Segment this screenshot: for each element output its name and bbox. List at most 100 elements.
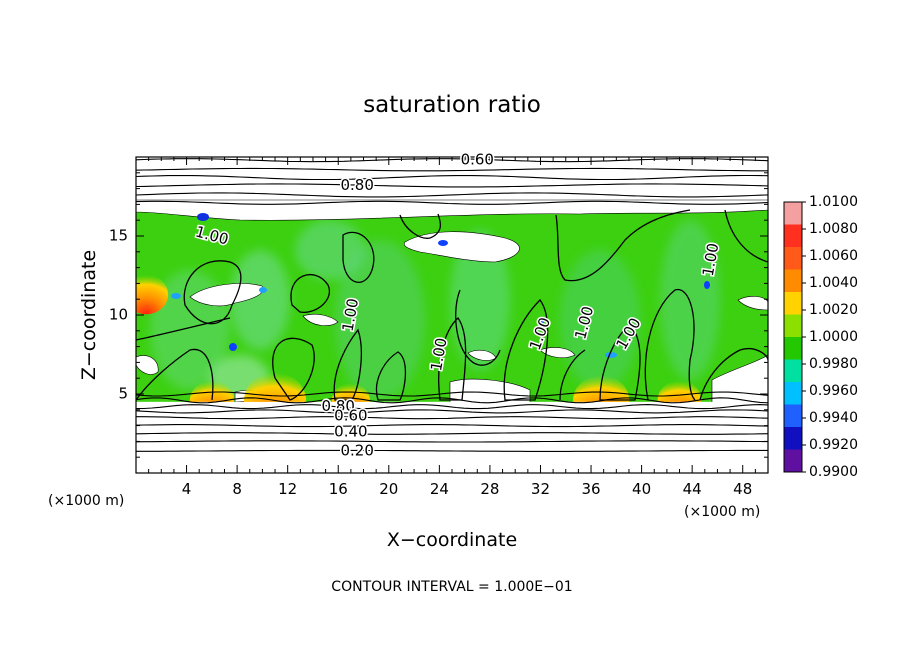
contour-line-1.00 (290, 274, 331, 313)
unsaturated-region (189, 283, 264, 307)
contour-line-1.00 (375, 351, 407, 401)
contour-line-1.00 (136, 348, 214, 401)
colorbar-label: 1.0060 (809, 248, 858, 264)
contour-line-1.00 (559, 349, 586, 401)
x-tick-label: 4 (182, 480, 192, 498)
contour-line (136, 183, 768, 188)
field-patch (295, 220, 365, 280)
field-patch (450, 230, 510, 370)
colorbar-swatch (784, 202, 802, 225)
unsaturated-region (136, 355, 159, 375)
contour-line-1.00 (555, 209, 691, 282)
y-tick-label: 15 (109, 227, 128, 245)
contour-line (136, 167, 768, 172)
subsaturated-patch (538, 319, 544, 325)
colorbar-swatch (784, 427, 802, 450)
x-tick-label: 28 (480, 480, 499, 498)
colorbar-swatch (784, 269, 802, 292)
contour-line (136, 449, 768, 452)
x-tick-label: 32 (531, 480, 550, 498)
colorbar-label: 1.0100 (809, 194, 858, 210)
colorbar-swatch (784, 337, 802, 360)
colorbar-swatch (784, 224, 802, 247)
unsaturated-region (403, 231, 520, 263)
chart-title: saturation ratio (363, 92, 541, 118)
contour-label: 0.40 (334, 422, 367, 440)
colorbar-swatch (784, 247, 802, 270)
colorbar-label: 1.0000 (809, 329, 858, 345)
subsaturated-patch (197, 213, 209, 221)
contour-line-1.00 (399, 213, 442, 239)
y-tick-label: 5 (118, 385, 128, 403)
colorbar-swatch (784, 314, 802, 337)
y-axis-label: Z−coordinate (78, 250, 100, 380)
contour-line-1.00 (272, 337, 315, 401)
subsaturated-patch (704, 281, 710, 289)
x-tick-label: 40 (632, 480, 651, 498)
contour-line-1.00 (455, 289, 501, 366)
contour-line-1.00 (724, 209, 768, 263)
contour-line (136, 404, 768, 410)
unsaturated-region (539, 347, 576, 359)
contour-line (136, 192, 768, 198)
contour-line-1.00 (333, 328, 362, 401)
contour-line (136, 391, 768, 397)
field-patch (660, 220, 720, 380)
colorbar-label: 0.9940 (809, 410, 858, 426)
x-tick-label: 20 (379, 480, 398, 498)
field-patch (230, 250, 290, 350)
contour-label: 0.60 (334, 407, 367, 425)
x-tick-label: 36 (581, 480, 600, 498)
colorbar-swatch (784, 292, 802, 315)
x-tick-label: 24 (430, 480, 449, 498)
colorbar-label: 1.0020 (809, 302, 858, 318)
contour-label: 0.20 (340, 441, 373, 459)
contour-line-1.00 (699, 348, 768, 401)
contour-line-1.00 (503, 299, 549, 401)
contour-interval-note: CONTOUR INTERVAL = 1.000E−01 (331, 579, 572, 595)
contour-label: 1.00 (427, 336, 451, 372)
subsaturated-patch (259, 287, 267, 293)
x-axis-label: X−coordinate (387, 529, 517, 551)
contour-line-1.00 (599, 324, 641, 401)
contour-line (136, 416, 768, 420)
unsaturated-region (737, 296, 768, 311)
colorbar: 1.0100 1.0080 1.0060 1.0040 1.0020 1.0000 0.99… (783, 194, 858, 480)
colorbar-label: 1.0040 (809, 275, 858, 291)
field-patch (335, 240, 425, 400)
unsaturated-region (302, 313, 339, 326)
subsaturated-patch (229, 343, 237, 351)
contour-line (136, 440, 768, 443)
contour-line-1.00 (438, 317, 467, 401)
field-patch (560, 250, 640, 390)
colorbar-label: 0.9920 (809, 437, 858, 453)
subsaturated-patch (438, 240, 448, 246)
x-tick-label: 44 (683, 480, 702, 498)
contour-line-1.00 (183, 260, 242, 325)
x-tick-label: 8 (232, 480, 242, 498)
x-tick-label: 48 (733, 480, 752, 498)
contour-line-1.00 (342, 231, 375, 283)
contour-line (136, 200, 768, 205)
contour-label: 0.60 (461, 151, 494, 169)
x-unit-right: (×1000 m) (684, 504, 760, 520)
colorbar-swatch (784, 449, 802, 472)
colorbar-label: 0.9900 (809, 464, 858, 480)
contour-label: 1.00 (699, 242, 723, 278)
contour-line-1.00 (644, 289, 696, 401)
contour-label: 0.80 (340, 176, 373, 194)
unsaturated-region (136, 199, 768, 221)
contour-line (136, 397, 768, 404)
contour-line (136, 432, 768, 435)
contour-lines (136, 158, 768, 452)
contour-line (136, 424, 768, 428)
colorbar-label: 0.9980 (809, 356, 858, 372)
lower-region (136, 401, 768, 473)
colorbar-swatch (784, 359, 802, 382)
contour-line-1.00 (136, 317, 231, 341)
contour-line (136, 174, 768, 181)
y-tick-label: 10 (109, 306, 128, 324)
colorbar-label: 1.0080 (809, 221, 858, 237)
contour-label: 0.80 (322, 397, 355, 415)
